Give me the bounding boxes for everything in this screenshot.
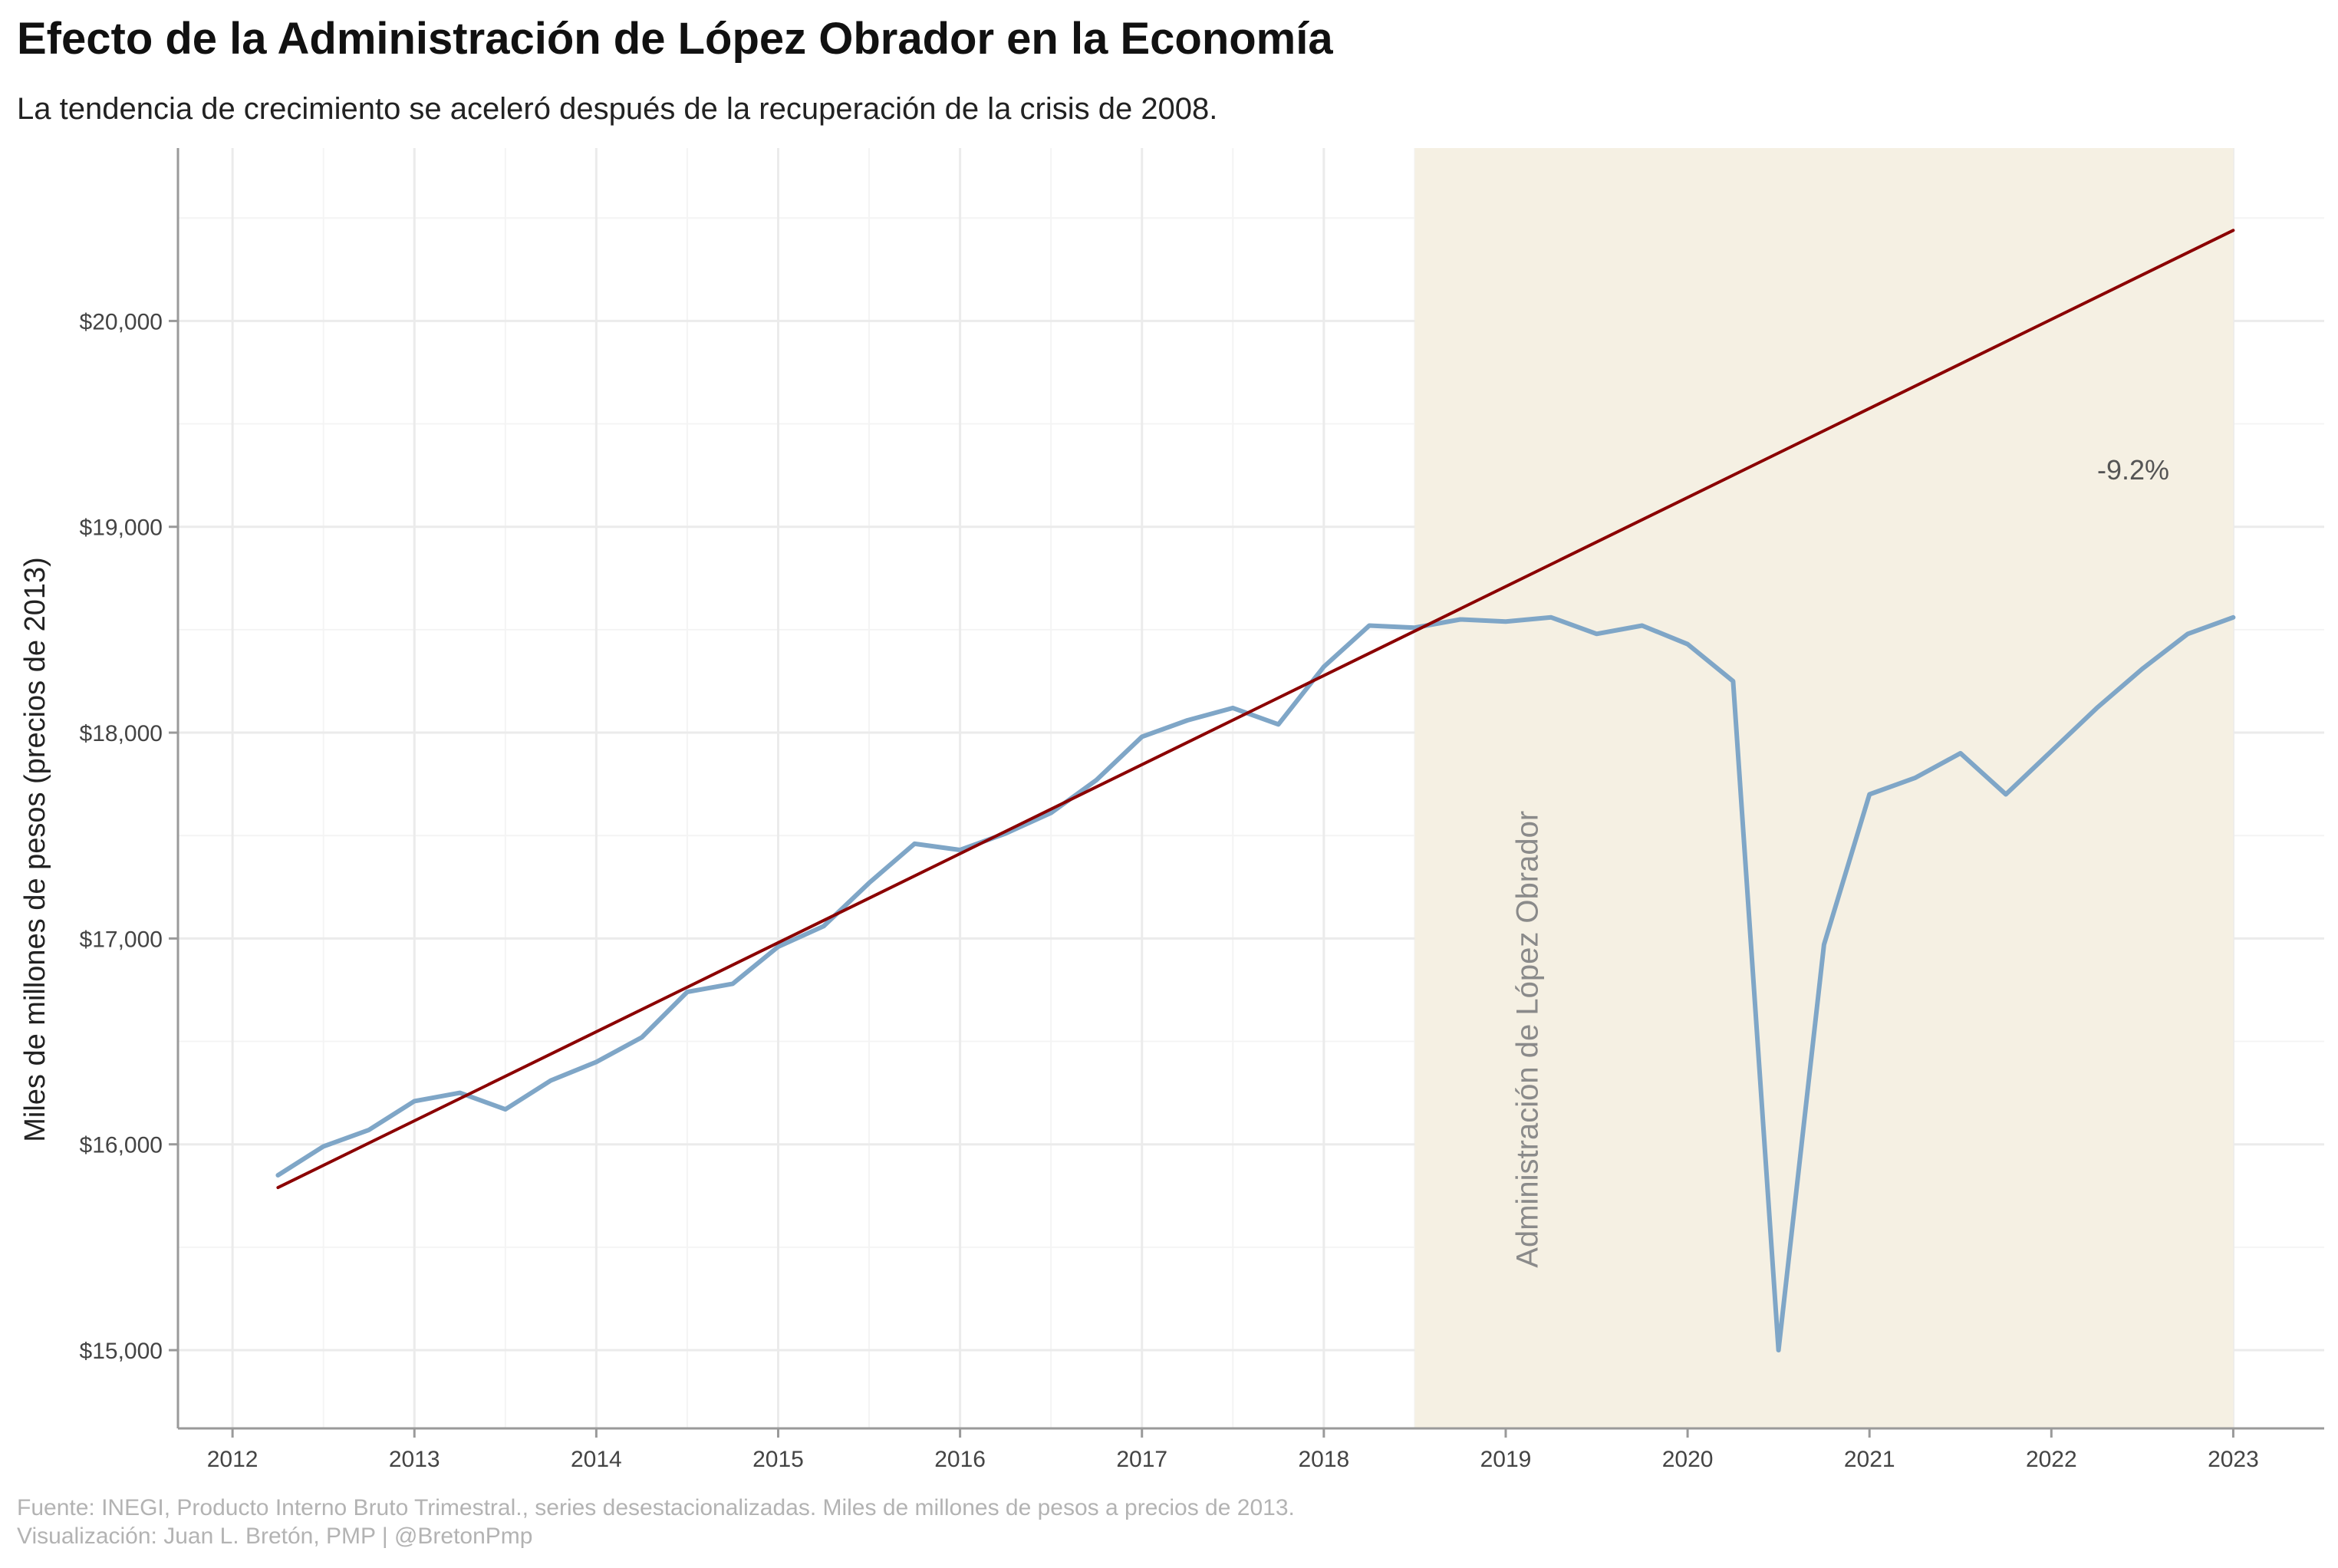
series-group xyxy=(275,229,2236,1352)
y-tick-label: $17,000 xyxy=(80,927,163,952)
y-tick-label: $19,000 xyxy=(80,516,163,541)
y-tick-label: $20,000 xyxy=(80,309,163,334)
annotation-label: -9.2% xyxy=(2097,454,2169,486)
series-line-pib xyxy=(275,614,2236,1352)
annotations: -9.2% xyxy=(2097,454,2169,486)
x-tick-label: 2015 xyxy=(752,1447,804,1472)
axes xyxy=(176,148,2324,1430)
y-tick-label: $15,000 xyxy=(80,1339,163,1364)
x-tick-label: 2013 xyxy=(389,1447,440,1472)
x-tick-label: 2016 xyxy=(934,1447,986,1472)
y-axis-label: Miles de millones de pesos (precios de 2… xyxy=(19,557,51,1142)
x-tick-label: 2021 xyxy=(1844,1447,1895,1472)
x-tick-label: 2020 xyxy=(1662,1447,1714,1472)
shaded-region-label: Administración de López Obrador xyxy=(1510,811,1544,1268)
x-tick-label: 2017 xyxy=(1116,1447,1167,1472)
caption-credit: Visualización: Juan L. Bretón, PMP | @Br… xyxy=(17,1524,532,1549)
caption-source: Fuente: INEGI, Producto Interno Bruto Tr… xyxy=(17,1495,1295,1520)
y-axis-ticks: $15,000 $16,000 $17,000 $18,000 $19,000 $20,0… xyxy=(80,309,178,1364)
series-line-trend xyxy=(276,229,2235,1190)
y-tick-label: $16,000 xyxy=(80,1133,163,1158)
x-tick-label: 2014 xyxy=(571,1447,622,1472)
x-tick-label: 2023 xyxy=(2208,1447,2259,1472)
x-tick-label: 2022 xyxy=(2026,1447,2077,1472)
x-tick-label: 2018 xyxy=(1298,1447,1349,1472)
y-tick-label: $18,000 xyxy=(80,721,163,746)
chart-title: Efecto de la Administración de López Obr… xyxy=(17,14,1333,64)
x-tick-label: 2012 xyxy=(207,1447,258,1472)
shaded-region-lopez-obrador xyxy=(1414,148,2234,1428)
chart-subtitle: La tendencia de crecimiento se aceleró d… xyxy=(17,92,1217,126)
x-axis-ticks: 2012 2013 2014 2015 2016 2017 2018 2019 2020 2021… xyxy=(207,1428,2259,1472)
x-tick-label: 2019 xyxy=(1480,1447,1532,1472)
